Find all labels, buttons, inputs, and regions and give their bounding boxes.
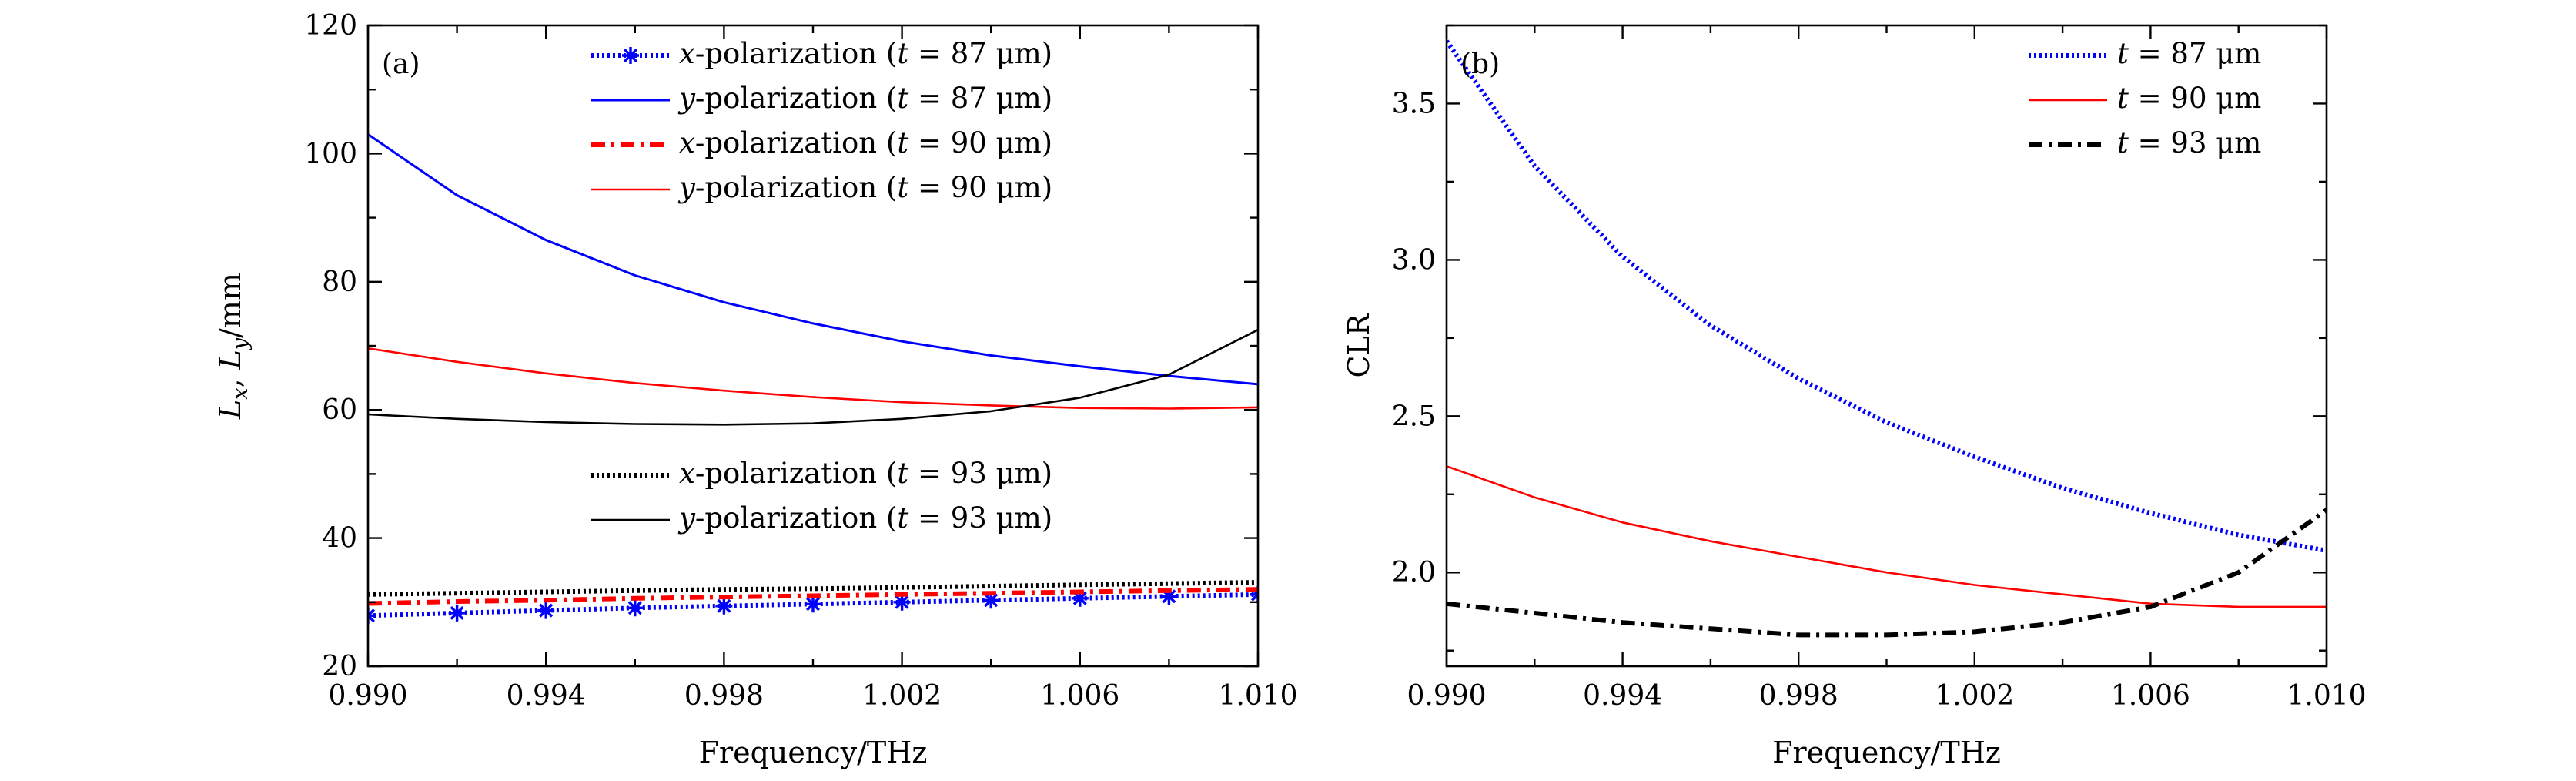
x-axis-title: Frequency/THz [699, 736, 928, 769]
y-tick-label: 3.5 [1392, 88, 1436, 119]
legend-text-part: = 93 μm) [908, 457, 1052, 490]
legend-var: t [897, 457, 908, 490]
data-point-marker [893, 593, 911, 611]
y-axis-title-part: , [213, 369, 247, 387]
legend-label-x-polarization-t-93-m: x-polarization (t = 93 μm) [679, 457, 1052, 490]
x-tick-label: 0.990 [1407, 680, 1486, 712]
legend-label-x-polarization-t-87-m: x-polarization (t = 87 μm) [679, 37, 1052, 70]
x-tick-label: 0.990 [328, 680, 407, 712]
legend-text-part: -polarization ( [695, 457, 897, 490]
x-tick-label: 1.006 [1040, 680, 1119, 712]
y-tick-label: 80 [322, 266, 357, 298]
legend-marker [622, 47, 639, 64]
legend: x-polarization (t = 87 μm)y-polarization… [591, 37, 1052, 204]
legend-var: t [897, 82, 908, 115]
legend-var: t [897, 126, 908, 159]
legend-var: y [677, 171, 696, 204]
data-point-marker [1160, 588, 1178, 605]
legend: x-polarization (t = 93 μm)y-polarization… [591, 457, 1052, 535]
legend-var: t [2117, 126, 2129, 159]
legend-text-part: = 87 μm [2129, 37, 2262, 70]
series-line-t-87-m [1447, 39, 2327, 553]
legend-text-part: = 87 μm) [908, 37, 1052, 70]
legend-var: y [677, 501, 696, 535]
legend-var: x [679, 457, 695, 490]
data-point-marker [448, 604, 466, 622]
legend-text-part: = 87 μm) [908, 82, 1052, 115]
legend-label-t-87-m: t = 87 μm [2117, 37, 2261, 70]
series-group [1447, 39, 2327, 638]
x-tick-label: 1.002 [1935, 680, 2014, 712]
x-tick-label: 0.994 [1583, 680, 1662, 712]
legend-label-y-polarization-t-93-m: y-polarization (t = 93 μm) [677, 501, 1052, 535]
y-axis-title-sub: x [229, 388, 253, 400]
legend-var: x [679, 126, 695, 159]
data-point-marker [1071, 589, 1089, 607]
data-point-marker [715, 597, 733, 615]
y-axis-title: Lx, Ly/mm [213, 273, 253, 420]
legend-text-part: -polarization ( [695, 82, 897, 115]
y-tick-label: 20 [322, 651, 357, 682]
legend: t = 87 μmt = 90 μmt = 93 μm [2029, 37, 2261, 159]
legend-text-part: = 90 μm [2129, 82, 2262, 115]
y-axis-title-part: /mm [213, 273, 247, 338]
y-tick-label: 3.0 [1392, 244, 1436, 276]
x-axis-title: Frequency/THz [1772, 736, 2001, 769]
x-tick-label: 0.998 [1759, 680, 1838, 712]
data-point-marker [537, 602, 555, 619]
x-tick-label: 1.006 [2111, 680, 2190, 712]
y-tick-label: 100 [304, 138, 357, 169]
legend-text-part: -polarization ( [695, 126, 897, 159]
legend-text-part: = 93 μm [2129, 126, 2262, 159]
legend-label-x-polarization-t-90-m: x-polarization (t = 90 μm) [679, 126, 1052, 159]
x-tick-label: 1.010 [1218, 680, 1297, 712]
y-axis-title-sub: y [229, 337, 253, 350]
legend-text-part: -polarization ( [695, 171, 897, 204]
legend-var: t [897, 37, 908, 70]
series-group [368, 133, 1258, 625]
x-tick-label: 1.002 [862, 680, 942, 712]
y-tick-label: 120 [304, 10, 357, 42]
legend-var: x [679, 37, 695, 70]
data-point-marker [982, 592, 1000, 609]
x-tick-label: 0.994 [507, 680, 586, 712]
y-axis-title-part: L [213, 350, 247, 370]
legend-text-part: -polarization ( [695, 501, 897, 535]
legend-text-part: = 90 μm) [908, 171, 1052, 204]
legend-text-part: = 93 μm) [908, 501, 1052, 535]
y-axis-title: CLR [1342, 313, 1376, 377]
panel-a: 0.990 0.994 0.998 1.002 1.006 1.010 20 40 60 80 10… [213, 10, 1298, 769]
series-line-t-93-m [1447, 508, 2327, 638]
data-point-marker [805, 595, 821, 613]
legend-text-part: -polarization ( [695, 37, 897, 70]
data-point-marker [626, 599, 644, 617]
x-tick-label: 1.010 [2287, 680, 2366, 712]
legend-label-y-polarization-t-87-m: y-polarization (t = 87 μm) [677, 82, 1052, 115]
x-tick-label: 0.998 [684, 680, 764, 712]
legend-label-y-polarization-t-90-m: y-polarization (t = 90 μm) [677, 171, 1052, 204]
legend-var: t [897, 501, 908, 535]
legend-text-part: = 90 μm) [908, 126, 1052, 159]
legend-var: t [2117, 37, 2129, 70]
series-line-x-polarization-t-90-m [368, 587, 1258, 606]
series-line-y-polarization-t-90-m [368, 347, 1258, 410]
legend-var: t [897, 171, 908, 204]
panel-label: (b) [1460, 49, 1500, 80]
y-tick-label: 2.0 [1392, 557, 1436, 588]
series-line-y-polarization-t-87-m [368, 133, 1258, 386]
panel-label: (a) [382, 49, 420, 80]
series-line-t-90-m [1447, 465, 2327, 608]
y-axis-title-part: L [213, 400, 247, 420]
panel-b: 0.990 0.994 0.998 1.002 1.006 1.010 2.0 2.5 3.0 3… [1342, 24, 2367, 769]
y-tick-label: 40 [322, 523, 357, 555]
series-line-y-polarization-t-93-m [368, 329, 1258, 426]
y-tick-label: 60 [322, 394, 357, 426]
legend-var: y [677, 82, 696, 115]
legend-var: t [2117, 82, 2129, 115]
legend-label-t-90-m: t = 90 μm [2117, 82, 2261, 115]
legend-label-t-93-m: t = 93 μm [2117, 126, 2261, 159]
y-tick-label: 2.5 [1392, 401, 1436, 432]
